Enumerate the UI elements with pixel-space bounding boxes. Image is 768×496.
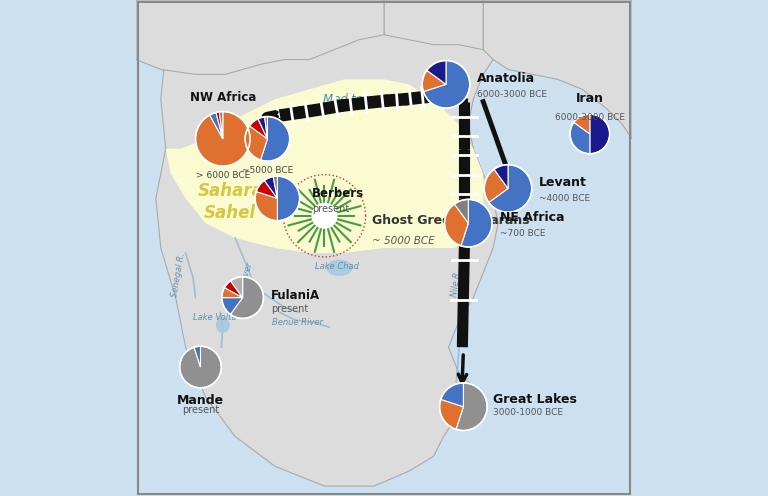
Wedge shape (277, 176, 300, 221)
Text: Great Lakes: Great Lakes (493, 393, 577, 406)
Text: present: present (271, 304, 308, 313)
Ellipse shape (327, 260, 352, 275)
Text: Sahara: Sahara (197, 182, 263, 200)
Wedge shape (494, 165, 508, 188)
Wedge shape (260, 117, 290, 161)
Text: Benue River: Benue River (272, 318, 323, 327)
Wedge shape (216, 112, 223, 139)
Text: NE Africa: NE Africa (499, 211, 564, 224)
Wedge shape (273, 176, 277, 198)
Circle shape (312, 203, 337, 228)
Polygon shape (483, 0, 632, 139)
Wedge shape (455, 199, 468, 223)
Wedge shape (427, 61, 446, 84)
Wedge shape (570, 122, 590, 154)
Wedge shape (484, 169, 508, 202)
Wedge shape (445, 204, 468, 246)
Wedge shape (230, 277, 243, 298)
Wedge shape (441, 383, 463, 407)
Text: Senegal R.: Senegal R. (170, 252, 187, 298)
Wedge shape (590, 114, 610, 154)
Wedge shape (224, 281, 243, 298)
Wedge shape (210, 113, 223, 139)
Text: ~700 BCE: ~700 BCE (499, 229, 545, 238)
Circle shape (315, 206, 334, 226)
Wedge shape (265, 117, 267, 139)
Text: Levant: Levant (539, 176, 587, 189)
Wedge shape (258, 117, 267, 139)
Text: ~4000 BCE: ~4000 BCE (539, 194, 591, 203)
Wedge shape (461, 199, 492, 247)
Wedge shape (230, 277, 263, 318)
Polygon shape (136, 0, 384, 74)
Text: > 6000 BCE: > 6000 BCE (196, 171, 250, 180)
Text: FulaniA: FulaniA (271, 289, 320, 302)
Wedge shape (180, 346, 221, 388)
Polygon shape (136, 0, 632, 486)
Text: ~5000 BCE: ~5000 BCE (242, 166, 293, 175)
Text: Niger River: Niger River (231, 261, 254, 309)
Polygon shape (166, 79, 483, 253)
Wedge shape (196, 112, 250, 166)
Text: Nile R.: Nile R. (451, 269, 463, 297)
Text: Mediterranean Sea: Mediterranean Sea (323, 93, 435, 106)
Wedge shape (245, 126, 267, 160)
Wedge shape (222, 298, 243, 314)
Wedge shape (194, 346, 200, 367)
Text: Sahel: Sahel (204, 204, 257, 222)
Text: Anatolia: Anatolia (477, 72, 535, 85)
Text: Iran: Iran (576, 92, 604, 105)
Wedge shape (488, 165, 531, 212)
Text: present: present (182, 405, 219, 415)
Wedge shape (264, 177, 277, 198)
Text: Lake Volta: Lake Volta (193, 313, 236, 322)
Wedge shape (220, 112, 223, 139)
Text: 6000-3000 BCE: 6000-3000 BCE (554, 113, 625, 122)
Wedge shape (439, 399, 463, 430)
Polygon shape (384, 0, 483, 50)
Text: Mande: Mande (177, 394, 224, 407)
Wedge shape (423, 61, 470, 108)
Wedge shape (574, 114, 590, 134)
Text: 3000-1000 BCE: 3000-1000 BCE (493, 408, 563, 417)
Wedge shape (250, 119, 267, 139)
Text: ~ 5000 BCE: ~ 5000 BCE (372, 236, 434, 246)
Text: Lake Chad: Lake Chad (315, 262, 359, 271)
Wedge shape (456, 383, 487, 431)
Wedge shape (222, 288, 243, 298)
Text: 6000-3000 BCE: 6000-3000 BCE (477, 90, 548, 99)
Text: present: present (312, 204, 349, 214)
Wedge shape (255, 191, 277, 221)
Wedge shape (422, 70, 446, 92)
Wedge shape (257, 181, 277, 198)
Text: NW Africa: NW Africa (190, 91, 256, 104)
Text: Berbers: Berbers (312, 187, 364, 200)
Ellipse shape (217, 317, 229, 332)
Text: Ghost Green Saharans: Ghost Green Saharans (372, 214, 529, 227)
